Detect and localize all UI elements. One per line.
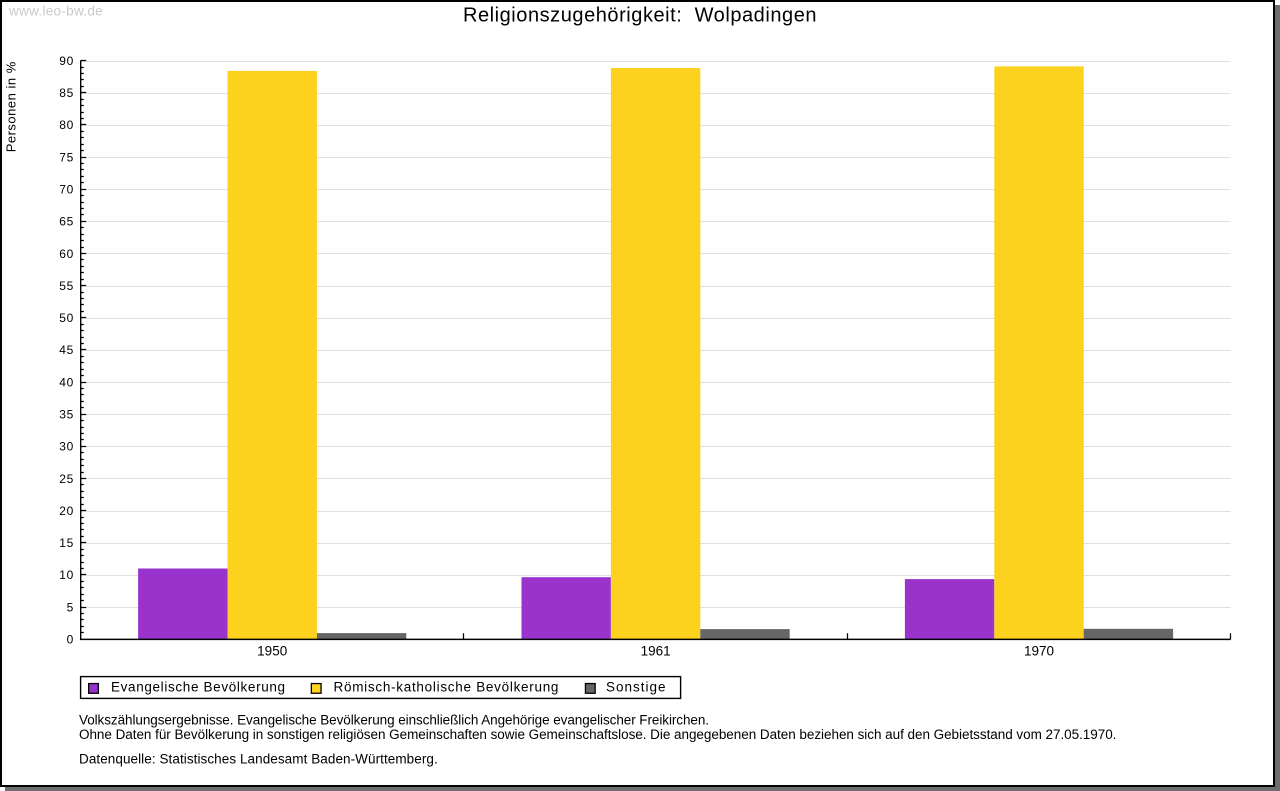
svg-text:90: 90 [59, 54, 74, 68]
svg-text:20: 20 [59, 504, 74, 518]
svg-text:5: 5 [67, 600, 74, 614]
svg-text:80: 80 [59, 118, 74, 132]
svg-text:Personen in %: Personen in % [4, 61, 19, 152]
svg-text:0: 0 [67, 633, 74, 647]
svg-text:Religionszugehörigkeit: Wolpa: Religionszugehörigkeit: Wolpadingen [463, 5, 817, 27]
svg-text:Datenquelle: Statistisches Lan: Datenquelle: Statistisches Landesamt Bad… [79, 751, 438, 766]
svg-text:45: 45 [59, 343, 74, 357]
svg-text:Sonstige: Sonstige [606, 680, 667, 695]
svg-text:1961: 1961 [641, 644, 671, 659]
svg-text:65: 65 [59, 215, 74, 229]
svg-text:Volkszählungsergebnisse. Evang: Volkszählungsergebnisse. Evangelische Be… [79, 712, 709, 727]
svg-text:1970: 1970 [1024, 644, 1054, 659]
svg-text:50: 50 [59, 311, 74, 325]
svg-text:25: 25 [59, 472, 74, 486]
svg-text:www.leo-bw.de: www.leo-bw.de [8, 4, 103, 19]
svg-text:Ohne Daten für Bevölkerung in: Ohne Daten für Bevölkerung in sonstigen … [79, 727, 1116, 742]
svg-text:60: 60 [59, 247, 74, 261]
svg-text:40: 40 [59, 375, 74, 389]
svg-text:1950: 1950 [257, 644, 287, 659]
svg-text:35: 35 [59, 408, 74, 422]
svg-text:75: 75 [59, 150, 74, 164]
svg-text:30: 30 [59, 440, 74, 454]
svg-text:15: 15 [59, 536, 74, 550]
svg-text:Evangelische Bevölkerung: Evangelische Bevölkerung [111, 680, 286, 695]
svg-text:85: 85 [59, 86, 74, 100]
svg-text:55: 55 [59, 279, 74, 293]
svg-text:Römisch-katholische Bevölkerun: Römisch-katholische Bevölkerung [334, 680, 560, 695]
svg-text:70: 70 [59, 183, 74, 197]
svg-text:10: 10 [59, 568, 74, 582]
